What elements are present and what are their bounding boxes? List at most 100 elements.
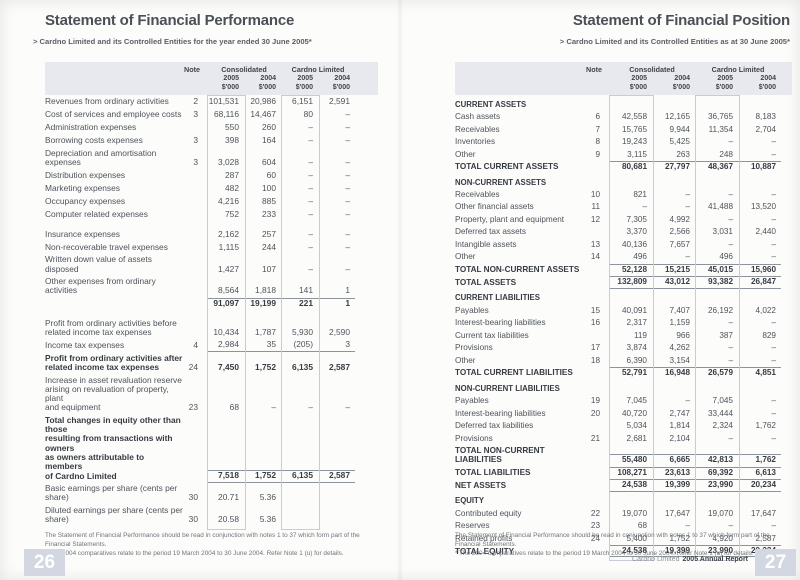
table-row: Borrowing costs expenses 3 398 164 – –: [45, 134, 378, 147]
value-cell: –: [345, 208, 350, 219]
value-cell: –: [308, 263, 313, 274]
value-cell: 19,399: [652, 478, 695, 492]
note-ref: [585, 430, 609, 432]
value-cell: 23,990: [695, 478, 738, 492]
table-row: Non-recoverable travel expenses 1,115 244 –…: [45, 241, 378, 254]
table-row: NET ASSETS 24,538 19,399 23,990 20,234: [455, 478, 792, 492]
note-ref: [585, 287, 609, 289]
value-cell: 20.58: [218, 514, 239, 525]
year-header: 2005: [631, 75, 647, 82]
value-cell: 829: [762, 330, 776, 340]
value-cell: 26,579: [695, 367, 738, 379]
table-row: Basic earnings per share (cents per shar…: [45, 483, 378, 505]
year-header: 2004: [760, 75, 776, 82]
value-cell: 60: [266, 169, 276, 180]
row-label: Other: [455, 355, 476, 365]
header-spacer: [355, 65, 378, 74]
value-cell: 93,382: [695, 275, 738, 289]
table-row: Depreciation and amortisation expenses 3 3…: [45, 147, 378, 169]
year-header: 2004: [260, 75, 276, 82]
value-cell: 15,960: [738, 263, 781, 276]
value-cell: 43,012: [652, 275, 695, 289]
value-cell: 41,488: [707, 202, 733, 212]
value-cell: 4,216: [218, 195, 239, 206]
header-group-row: Note Consolidated Cardno Limited: [455, 65, 792, 74]
value-cell: 19,199: [244, 298, 281, 310]
value-cell: 2,587: [755, 533, 777, 543]
year-header: 2005: [297, 75, 313, 82]
row-label: Distribution expenses: [45, 169, 126, 180]
value-cell: [281, 503, 318, 505]
row-label: Inventories: [455, 137, 496, 147]
value-cell: 2,566: [669, 227, 691, 237]
value-cell: 1,752: [255, 362, 276, 373]
value-cell: –: [308, 241, 313, 252]
value-cell: –: [771, 521, 776, 531]
value-cell: 2,681: [626, 433, 648, 443]
row-label: Other expenses from ordinary activities: [45, 276, 156, 296]
value-cell: 2,162: [218, 228, 239, 239]
value-cell: 966: [676, 330, 690, 340]
value-cell: 2,440: [755, 227, 777, 237]
value-cell: [318, 503, 355, 505]
note-ref: 4: [193, 340, 198, 351]
financial-position-table: Note Consolidated Cardno Limited 2005 2004 20…: [455, 62, 792, 562]
table-row: Computer related expenses 752 233 – –: [45, 208, 378, 221]
value-cell: 1,818: [255, 285, 276, 296]
value-cell: 496: [719, 252, 733, 262]
header-unit-row: $'000 $'000 $'000 $'000: [455, 83, 792, 92]
value-cell: 2,591: [329, 96, 350, 107]
note-ref: 18: [590, 355, 600, 365]
row-label: [45, 307, 183, 310]
value-cell: –: [771, 343, 776, 353]
section-header-row: CURRENT LIABILITIES: [455, 292, 792, 304]
table-row: Reserves 23 68 – – –: [455, 520, 792, 532]
value-cell: –: [345, 402, 350, 413]
table-row: TOTAL NON-CURRENT ASSETS 52,128 15,215 45,0…: [455, 263, 792, 275]
note-ref: [183, 309, 207, 311]
table-row: Increase in asset revaluation reserve ar…: [45, 374, 378, 414]
row-label: Payables: [455, 396, 489, 406]
value-cell: 91,097: [207, 298, 244, 310]
header-spacer: [585, 74, 609, 83]
value-cell: –: [728, 239, 733, 249]
table-row: Payables 19 7,045 – 7,045 –: [455, 395, 792, 407]
row-label: Basic earnings per share (cents per shar…: [45, 483, 178, 503]
row-label: Written down value of assets disposed: [45, 254, 152, 274]
header-year-row: 2005 2004 2005 2004: [455, 74, 792, 83]
row-label: Diluted earnings per share (cents per sh…: [45, 504, 183, 525]
table-row: Other expenses from ordinary activities 8…: [45, 276, 378, 298]
row-label: TOTAL EQUITY: [455, 546, 515, 556]
value-cell: 885: [262, 195, 276, 206]
value-cell: 5,425: [669, 137, 691, 147]
value-cell: –: [345, 122, 350, 133]
note-ref: 19: [590, 396, 600, 406]
value-cell: 19,399: [652, 544, 695, 558]
value-cell: (205): [281, 340, 318, 353]
value-cell: 1,814: [669, 421, 691, 431]
row-label: Receivables: [455, 124, 500, 134]
value-cell: 1,762: [738, 454, 781, 466]
value-cell: –: [771, 318, 776, 328]
note-ref: 3: [193, 156, 198, 167]
cardno-limited-header: Cardno Limited: [291, 65, 345, 74]
table-row: Other 14 496 – 496 –: [455, 251, 792, 263]
row-label: Interest-bearing liabilities: [455, 318, 546, 328]
row-label: Profit from ordinary activities after re…: [45, 352, 183, 373]
value-cell: 16,948: [652, 367, 695, 379]
table-row: Interest-bearing liabilities 16 2,317 1,159…: [455, 317, 792, 329]
value-cell: 101,531: [208, 96, 239, 107]
table-row: Diluted earnings per share (cents per sh…: [45, 504, 378, 526]
value-cell: 9,944: [669, 124, 691, 134]
value-cell: –: [271, 402, 276, 413]
value-cell: 6,613: [738, 466, 781, 479]
header-spacer: [781, 74, 792, 83]
value-cell: 7,407: [669, 305, 691, 315]
table-row: Distribution expenses 287 60 – –: [45, 169, 378, 182]
value-cell: –: [308, 195, 313, 206]
table-row: TOTAL CURRENT ASSETS 80,681 27,797 48,367 10…: [455, 160, 792, 172]
value-cell: 496: [633, 252, 647, 262]
value-cell: –: [308, 122, 313, 133]
table-row: Deferred tax assets 3,370 2,566 3,031 2,440: [455, 226, 792, 238]
